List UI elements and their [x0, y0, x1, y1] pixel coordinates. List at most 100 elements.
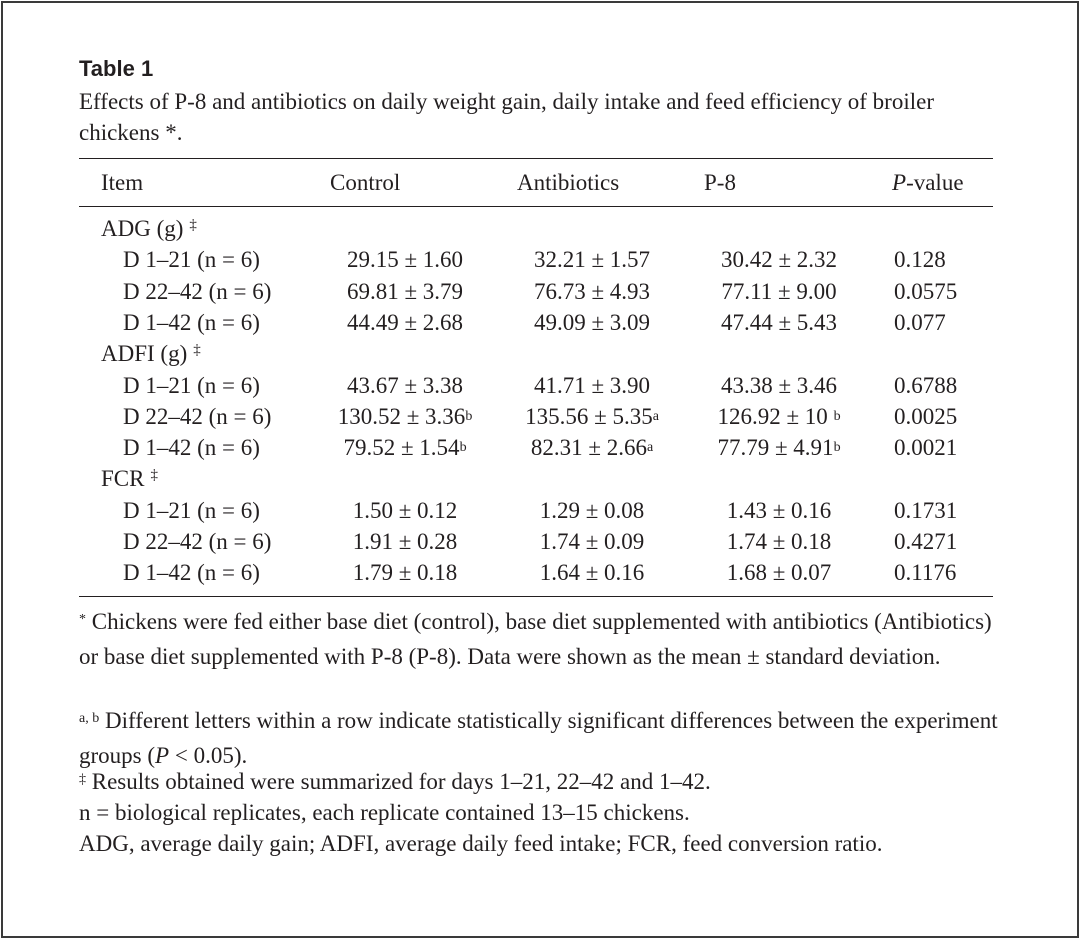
- row-item-value: D 22–42 (n = 6): [123, 529, 272, 554]
- table-label: Table 1: [79, 56, 154, 81]
- cell-control-value: 130.52 ± 3.36: [337, 403, 466, 429]
- row-item-value: D 1–42 (n = 6): [123, 560, 260, 586]
- footnote-star-text: Chickens were fed either base diet (cont…: [79, 609, 992, 669]
- row-item-value: D 1–21 (n = 6): [123, 372, 260, 398]
- cell-antibiotics-superscript: a: [652, 408, 659, 424]
- cell-antibiotics: 1.74 ± 0.09: [502, 529, 682, 555]
- cell-p8-value: 1.68 ± 0.07: [726, 560, 832, 586]
- cell-pvalue: 0.1176: [894, 560, 956, 586]
- cell-pvalue: 0.4271: [894, 529, 957, 555]
- cell-pvalue-value: 0.077: [894, 309, 946, 335]
- row-item-value: D 1–21 (n = 6): [123, 497, 260, 523]
- cell-pvalue-value: 0.0575: [894, 278, 958, 304]
- cell-p8: 1.43 ± 0.16: [689, 498, 869, 524]
- row-item: D 1–21 (n = 6): [123, 373, 260, 399]
- header-p8: P-8: [704, 170, 736, 195]
- cell-p8: 1.68 ± 0.07: [689, 560, 869, 586]
- group-footnote-mark: ‡: [189, 217, 197, 233]
- cell-antibiotics-value: 1.64 ± 0.16: [539, 560, 645, 586]
- group-label-text: ADG (g): [101, 216, 184, 241]
- cell-control-value: 79.52 ± 1.54: [343, 435, 460, 461]
- cell-p8-value: 126.92 ± 10: [717, 403, 834, 429]
- cell-antibiotics: 82.31 ± 2.66a: [502, 435, 682, 461]
- header-pvalue-rest: -value: [906, 170, 964, 195]
- cell-antibiotics-value: 1.74 ± 0.09: [539, 529, 645, 554]
- cell-pvalue-value: 0.4271: [894, 529, 958, 554]
- cell-p8-value: 77.11 ± 9.00: [721, 278, 837, 304]
- cell-control: 69.81 ± 3.79: [315, 279, 495, 305]
- cell-antibiotics: 135.56 ± 5.35a: [502, 404, 682, 430]
- cell-control-value: 1.79 ± 0.18: [352, 560, 458, 586]
- cell-antibiotics: 1.64 ± 0.16: [502, 560, 682, 586]
- footnote-ab: a, b Different letters within a row indi…: [79, 705, 999, 771]
- cell-pvalue-value: 0.0025: [894, 403, 958, 429]
- footnote-replicates: n = biological replicates, each replicat…: [79, 800, 690, 825]
- table-caption: Effects of P-8 and antibiotics on daily …: [79, 89, 934, 145]
- cell-antibiotics-value: 135.56 ± 5.35: [525, 403, 653, 429]
- cell-pvalue-value: 0.1176: [894, 560, 957, 586]
- cell-control-value: 43.67 ± 3.38: [346, 372, 464, 398]
- cell-control-value: 1.91 ± 0.28: [352, 529, 458, 554]
- cell-pvalue: 0.0575: [894, 279, 957, 305]
- group-label: ADFI (g) ‡: [101, 341, 201, 367]
- group-label: ADG (g) ‡: [101, 216, 197, 242]
- cell-antibiotics-value: 41.71 ± 3.90: [533, 372, 651, 398]
- cell-p8: 30.42 ± 2.32: [689, 247, 869, 273]
- cell-control: 1.50 ± 0.12: [315, 498, 495, 524]
- cell-p8-value: 30.42 ± 2.32: [720, 247, 838, 273]
- cell-p8-value: 47.44 ± 5.43: [720, 309, 838, 335]
- row-item-value: D 1–21 (n = 6): [123, 247, 260, 273]
- group-footnote-mark: ‡: [193, 342, 201, 359]
- header-item: Item: [101, 170, 144, 195]
- cell-control-superscript: b: [465, 408, 473, 424]
- cell-pvalue: 0.128: [894, 247, 946, 273]
- cell-antibiotics-value: 49.09 ± 3.09: [533, 309, 651, 335]
- cell-p8-value: 43.38 ± 3.46: [720, 372, 838, 398]
- cell-control: 1.91 ± 0.28: [315, 529, 495, 555]
- cell-p8: 77.79 ± 4.91b: [689, 435, 869, 461]
- group-label-text: ADFI (g): [101, 341, 188, 367]
- row-item: D 1–21 (n = 6): [123, 498, 260, 524]
- header-pvalue-italic: P: [892, 170, 907, 195]
- cell-antibiotics: 76.73 ± 4.93: [502, 279, 682, 305]
- group-label-text: FCR: [101, 466, 145, 492]
- row-item-value: D 1–42 (n = 6): [123, 435, 260, 461]
- cell-antibiotics: 49.09 ± 3.09: [502, 310, 682, 336]
- bottom-rule: [79, 596, 993, 597]
- row-item: D 1–42 (n = 6): [123, 435, 260, 461]
- cell-control: 130.52 ± 3.36b: [315, 404, 495, 430]
- row-item-value: D 22–42 (n = 6): [123, 403, 272, 429]
- cell-pvalue: 0.0025: [894, 404, 957, 430]
- footnote-ab-text: Different letters within a row indicate …: [79, 708, 998, 768]
- cell-p8: 1.74 ± 0.18: [689, 529, 869, 555]
- cell-control-value: 1.50 ± 0.12: [352, 497, 458, 523]
- footnote-dagger-mark: ‡: [79, 772, 86, 787]
- row-item: D 22–42 (n = 6): [123, 279, 271, 305]
- row-item-value: D 22–42 (n = 6): [123, 278, 272, 304]
- footnote-ab-mark: a, b: [79, 711, 100, 726]
- cell-pvalue: 0.6788: [894, 373, 957, 399]
- cell-control: 44.49 ± 2.68: [315, 310, 495, 336]
- cell-control: 1.79 ± 0.18: [315, 560, 495, 586]
- footnote-abbreviations: ADG, average daily gain; ADFI, average d…: [79, 831, 883, 856]
- footnote-ab-p: P: [155, 743, 170, 768]
- cell-antibiotics: 41.71 ± 3.90: [502, 373, 682, 399]
- cell-p8-superscript: b: [833, 440, 841, 456]
- header-antibiotics: Antibiotics: [517, 170, 620, 195]
- cell-pvalue-value: 0.128: [894, 247, 946, 273]
- cell-antibiotics: 32.21 ± 1.57: [502, 247, 682, 273]
- cell-pvalue: 0.077: [894, 310, 946, 336]
- cell-control-value: 44.49 ± 2.68: [346, 309, 464, 335]
- cell-control-superscript: b: [459, 440, 467, 456]
- group-footnote-mark: ‡: [150, 467, 158, 484]
- row-item: D 22–42 (n = 6): [123, 404, 271, 430]
- cell-p8: 43.38 ± 3.46: [689, 373, 869, 399]
- cell-p8: 77.11 ± 9.00: [689, 279, 869, 305]
- row-item: D 1–42 (n = 6): [123, 310, 260, 336]
- cell-antibiotics-value: 1.29 ± 0.08: [539, 497, 645, 523]
- cell-control: 79.52 ± 1.54b: [315, 435, 495, 461]
- cell-antibiotics-value: 32.21 ± 1.57: [533, 247, 651, 273]
- group-label: FCR ‡: [101, 466, 158, 492]
- footnote-star-mark: *: [79, 612, 86, 627]
